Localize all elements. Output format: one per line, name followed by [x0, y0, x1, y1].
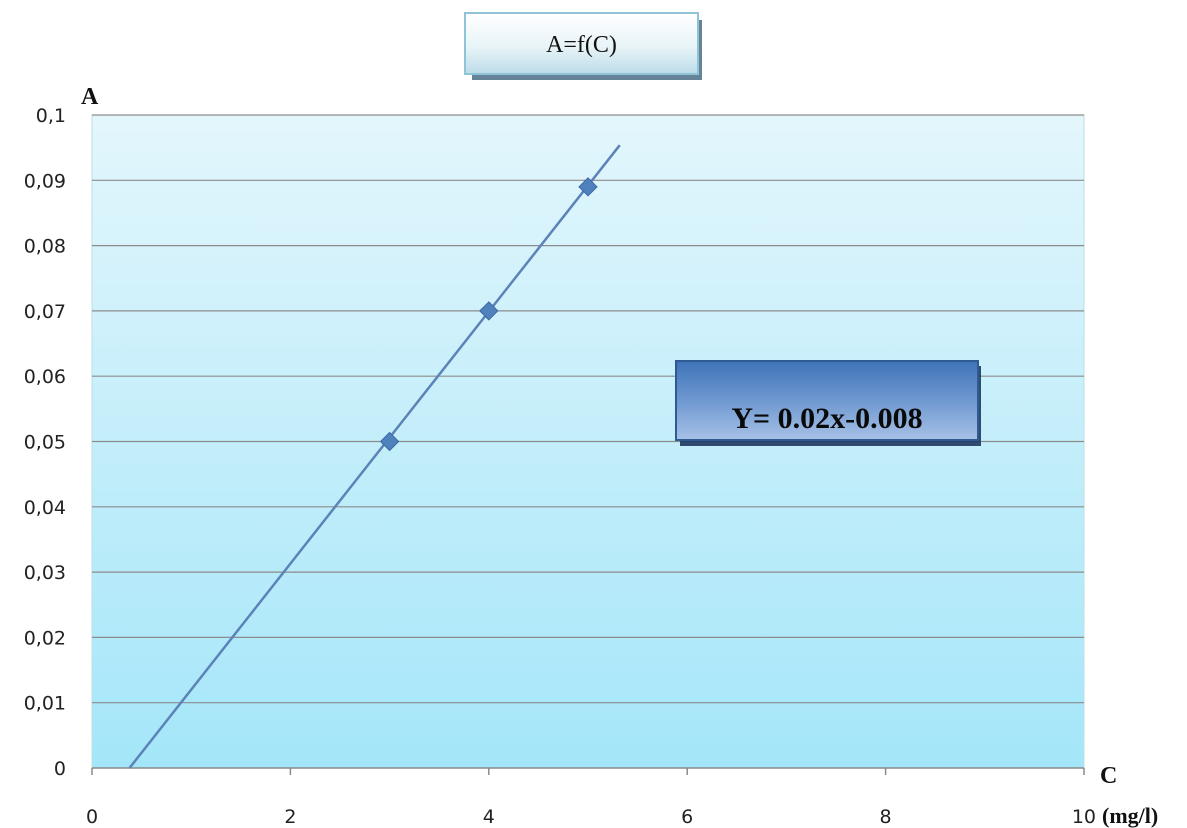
x-tick-label: 10 [1072, 806, 1096, 828]
x-tick-label: 4 [483, 806, 495, 828]
equation-box: Y= 0.02x-0.008 [675, 360, 981, 446]
y-tick-label: 0,01 [24, 693, 66, 715]
x-axis-unit: (mg/l) [1102, 803, 1158, 828]
x-tick-marks [91, 768, 1085, 775]
equation-label: Y= 0.02x-0.008 [731, 402, 922, 435]
y-tick-label: 0,05 [24, 432, 66, 454]
data-point [479, 301, 499, 321]
x-tick-label: 8 [880, 806, 892, 828]
y-tick-label: 0 [54, 758, 66, 780]
y-tick-label: 0,02 [24, 627, 66, 649]
trendline [128, 144, 621, 769]
chart-title: A=f(C) [546, 32, 617, 58]
data-point [379, 431, 400, 452]
y-tick-label: 0,1 [36, 105, 66, 127]
data-point [578, 177, 598, 197]
x-tick-label: 0 [86, 806, 98, 828]
x-axis-title: C [1100, 763, 1117, 789]
y-tick-label: 0,07 [24, 301, 66, 323]
y-tick-label: 0,09 [24, 170, 66, 192]
y-tick-label: 0,04 [24, 497, 66, 519]
chart-title-box: A=f(C) [464, 12, 702, 80]
x-tick-label: 6 [681, 806, 693, 828]
y-tick-label: 0,03 [24, 562, 66, 584]
y-tick-labels: 0 0,01 0,02 0,03 0,04 0,05 0,06 0,07 0,08 0,09 0,1 [24, 105, 66, 780]
y-tick-label: 0,08 [24, 236, 66, 258]
x-tick-labels: 0 2 4 6 8 10 [86, 806, 1096, 828]
y-axis-title: A [81, 84, 99, 110]
x-tick-label: 2 [284, 806, 296, 828]
y-tick-label: 0,06 [24, 366, 66, 388]
data-points [379, 177, 598, 452]
